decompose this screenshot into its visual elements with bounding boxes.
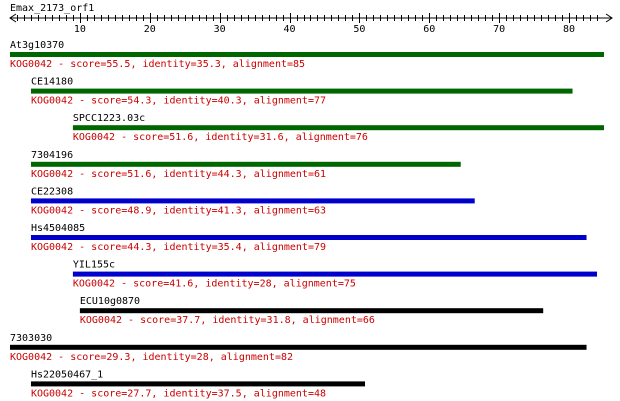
hit-row: ECU10g0870 KOG0042 - score=37.7, identity… (79, 296, 544, 326)
hit-annotation: KOG0042 - score=48.9, identity=41.3, ali… (31, 205, 326, 216)
hit-name: SPCC1223.03c (73, 113, 145, 124)
hit-annotation: KOG0042 - score=54.3, identity=40.3, ali… (31, 96, 326, 107)
hit-annotation: KOG0042 - score=51.6, identity=31.6, ali… (73, 132, 368, 143)
alignment-bar (30, 161, 461, 167)
axis-left-arrow (9, 13, 17, 23)
hit-name: CE14180 (31, 77, 73, 88)
alignment-bar (30, 88, 573, 94)
hit-name: 7304196 (31, 150, 73, 161)
hit-kog: KOG0042 (73, 132, 115, 143)
hit-identity: 41.3 (218, 205, 242, 216)
hit-name: 7303030 (10, 333, 52, 344)
hit-name: At3g10370 (10, 40, 64, 51)
hit-annotation: KOG0042 - score=27.7, identity=37.5, ali… (31, 388, 326, 399)
hit-annotation: KOG0042 - score=55.5, identity=35.3, ali… (10, 59, 305, 70)
hit-identity: 35.4 (218, 242, 242, 253)
hit-row: YIL155c KOG0042 - score=41.6, identity=28… (72, 260, 598, 290)
axis-right-arrow (605, 13, 613, 23)
hit-identity: 35.3 (197, 59, 221, 70)
hit-score: 29.3 (106, 352, 130, 363)
hit-row: At3g10370 KOG0042 - score=55.5, identity=… (10, 40, 604, 70)
hit-list: At3g10370 KOG0042 - score=55.5, identity=… (10, 40, 605, 399)
hit-identity: 28 (260, 279, 272, 290)
alignment-bar (30, 198, 475, 204)
hit-kog: KOG0042 (31, 242, 73, 253)
hit-kog: KOG0042 (31, 96, 73, 107)
axis-tick-label: 20 (144, 24, 156, 35)
hit-score: 44.3 (127, 242, 151, 253)
alignment-bar (30, 381, 366, 387)
hit-alignment: 77 (314, 96, 326, 107)
alignment-bar (10, 344, 587, 350)
hit-alignment: 75 (344, 279, 356, 290)
axis-tick-label: 50 (353, 24, 365, 35)
hit-alignment: 61 (314, 169, 326, 180)
alignment-bar (79, 308, 544, 314)
hit-name: CE22308 (31, 186, 73, 197)
hit-row: CE14180 KOG0042 - score=54.3, identity=40… (30, 77, 573, 107)
hit-identity: 40.3 (218, 96, 242, 107)
hit-name: Hs4504085 (31, 223, 85, 234)
axis-tick-label: 10 (74, 24, 86, 35)
hit-name: Hs22050467_1 (31, 369, 103, 380)
hit-annotation: KOG0042 - score=37.7, identity=31.8, ali… (80, 315, 375, 326)
hit-name: YIL155c (73, 260, 115, 271)
axis-tick-label: 60 (423, 24, 435, 35)
hit-alignment: 79 (314, 242, 326, 253)
hit-kog: KOG0042 (31, 169, 73, 180)
hit-score: 27.7 (127, 388, 151, 399)
hit-score: 48.9 (127, 205, 151, 216)
hit-kog: KOG0042 (10, 59, 52, 70)
hit-annotation: KOG0042 - score=44.3, identity=35.4, ali… (31, 242, 326, 253)
hit-row: 7304196 KOG0042 - score=51.6, identity=44… (30, 150, 461, 180)
sequence-axis: 10 20 30 40 50 60 70 80 (9, 13, 613, 35)
hit-row: SPCC1223.03c KOG0042 - score=51.6, identi… (72, 113, 605, 143)
alignment-bar (72, 271, 598, 277)
hit-kog: KOG0042 (31, 205, 73, 216)
hit-identity: 31.6 (260, 132, 284, 143)
hit-identity: 28 (197, 352, 209, 363)
hit-score: 55.5 (106, 59, 130, 70)
axis-tick-label: 40 (284, 24, 296, 35)
hit-score: 41.6 (169, 279, 193, 290)
alignment-bar (72, 125, 605, 131)
axis-tick-label: 30 (214, 24, 226, 35)
hit-kog: KOG0042 (73, 279, 115, 290)
hit-score: 54.3 (127, 96, 151, 107)
hit-score: 37.7 (176, 315, 200, 326)
hit-identity: 37.5 (218, 388, 242, 399)
hit-kog: KOG0042 (10, 352, 52, 363)
hit-row: Hs22050467_1 KOG0042 - score=27.7, identi… (30, 369, 366, 399)
hit-name: ECU10g0870 (80, 296, 140, 307)
alignment-bar (30, 235, 587, 240)
hit-alignment: 76 (356, 132, 368, 143)
alignment-bar (10, 52, 604, 57)
hit-identity: 31.8 (267, 315, 291, 326)
hit-alignment: 85 (293, 59, 305, 70)
query-title: Emax_2173_orf1 (10, 3, 94, 14)
hit-row: Hs4504085 KOG0042 - score=44.3, identity=… (30, 223, 587, 253)
hit-score: 51.6 (127, 169, 151, 180)
hit-row: CE22308 KOG0042 - score=48.9, identity=41… (30, 186, 475, 216)
axis-tick-label: 70 (493, 24, 505, 35)
hit-alignment: 82 (281, 352, 293, 363)
hit-alignment: 48 (314, 388, 326, 399)
hit-annotation: KOG0042 - score=29.3, identity=28, align… (10, 352, 293, 363)
hit-row: 7303030 KOG0042 - score=29.3, identity=28… (10, 333, 587, 363)
hit-annotation: KOG0042 - score=41.6, identity=28, align… (73, 279, 356, 290)
hit-annotation: KOG0042 - score=51.6, identity=44.3, ali… (31, 169, 326, 180)
hit-kog: KOG0042 (31, 388, 73, 399)
hit-identity: 44.3 (218, 169, 242, 180)
hit-kog: KOG0042 (80, 315, 122, 326)
hit-alignment: 63 (314, 205, 326, 216)
axis-tick-label: 80 (563, 24, 575, 35)
hit-alignment: 66 (363, 315, 375, 326)
hit-score: 51.6 (169, 132, 193, 143)
